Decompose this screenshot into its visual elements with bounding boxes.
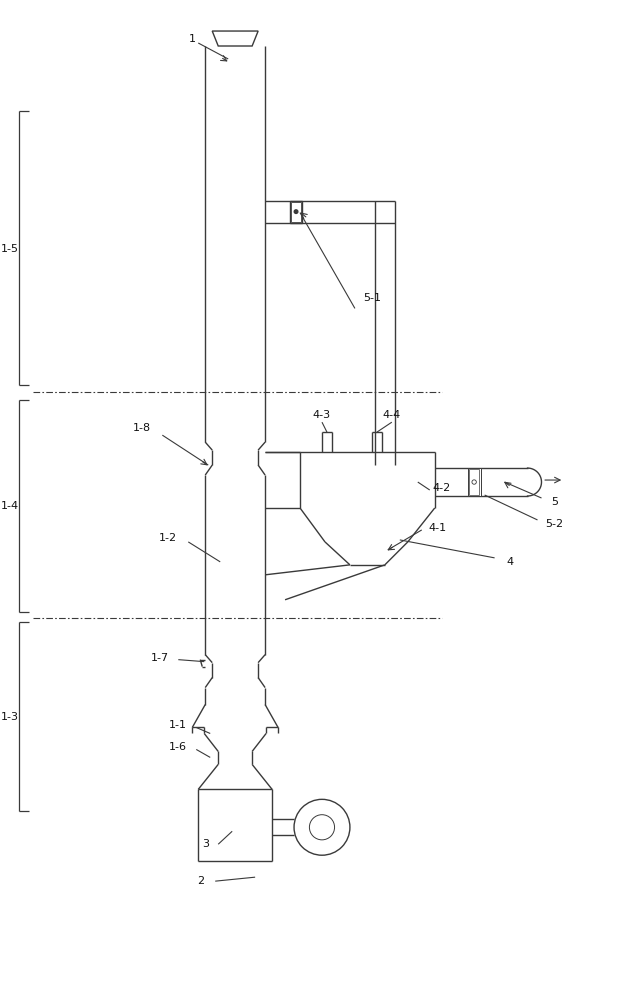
Text: 4-3: 4-3 xyxy=(313,410,331,420)
Text: 2: 2 xyxy=(197,876,204,886)
Circle shape xyxy=(294,210,298,213)
Text: 5-2: 5-2 xyxy=(545,519,564,529)
Text: 1-3: 1-3 xyxy=(1,712,19,722)
Bar xyxy=(291,202,301,222)
Text: 1-8: 1-8 xyxy=(133,423,152,433)
Bar xyxy=(290,201,302,223)
Text: 1-4: 1-4 xyxy=(1,501,19,511)
Text: 3: 3 xyxy=(202,839,209,849)
Bar xyxy=(467,468,481,496)
Circle shape xyxy=(309,815,335,840)
Text: 4-1: 4-1 xyxy=(429,523,447,533)
Text: 4-2: 4-2 xyxy=(433,483,451,493)
Circle shape xyxy=(294,799,350,855)
Text: 1-6: 1-6 xyxy=(169,742,187,752)
Text: 5: 5 xyxy=(551,497,558,507)
Text: 1-1: 1-1 xyxy=(169,720,187,730)
Polygon shape xyxy=(212,31,258,46)
Text: 5-1: 5-1 xyxy=(363,293,381,303)
Text: 1-7: 1-7 xyxy=(152,653,169,663)
Text: 4-4: 4-4 xyxy=(382,410,401,420)
Text: 1: 1 xyxy=(189,34,196,44)
Text: 4: 4 xyxy=(506,557,513,567)
Bar xyxy=(469,469,479,495)
Text: 1-5: 1-5 xyxy=(1,244,19,254)
Text: 1-2: 1-2 xyxy=(159,533,177,543)
